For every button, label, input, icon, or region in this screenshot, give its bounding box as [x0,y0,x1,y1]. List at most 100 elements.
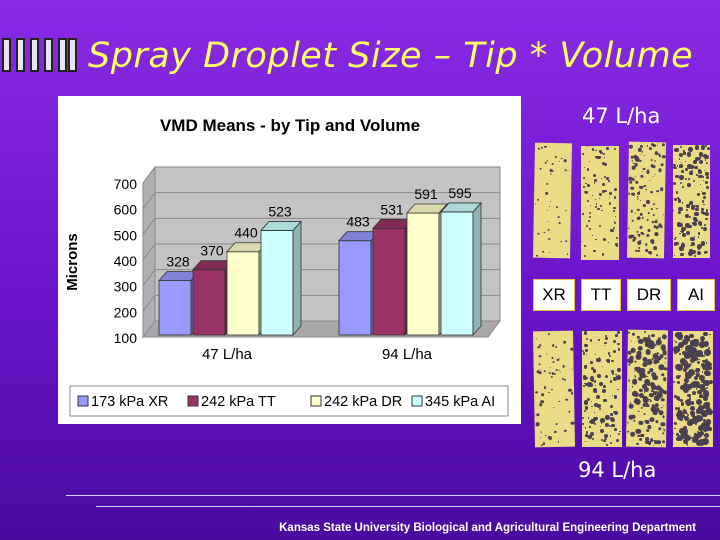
droplet-speck [676,165,679,167]
droplet-speck [631,333,635,337]
droplet-speck [654,160,657,162]
droplet-speck [601,422,603,425]
droplet-speck [537,346,540,349]
droplet-speck [592,416,598,422]
droplet-speck [589,421,591,423]
droplet-speck [702,340,709,347]
droplet-speck [598,224,601,227]
y-tick-label: 300 [114,279,138,295]
droplet-speck [705,381,710,386]
droplet-speck [582,213,584,216]
droplet-speck [690,352,697,359]
droplet-speck [653,439,655,442]
droplet-speck [687,164,692,169]
droplet-speck [649,254,652,256]
droplet-speck [549,366,551,368]
droplet-speck [645,188,648,191]
category-label: 47 L/ha [202,346,253,363]
spray-card [581,146,619,260]
bar-top [406,203,448,214]
droplet-speck [609,417,614,422]
droplet-speck [536,412,540,416]
droplet-speck [695,408,703,415]
droplet-speck [652,391,657,396]
droplet-speck [615,334,618,337]
droplet-speck [555,422,558,425]
droplet-speck [582,417,585,420]
droplet-speck [705,386,709,389]
droplet-speck [601,438,603,441]
droplet-speck [611,370,614,373]
droplet-speck [683,383,688,388]
droplet-speck [693,255,696,258]
droplet-speck [679,358,686,365]
droplet-speck [538,362,541,365]
droplet-speck [694,218,698,223]
droplet-speck [660,187,664,192]
droplet-speck [682,233,686,237]
droplet-speck [637,434,640,437]
bar-0-3 [260,230,294,336]
droplet-speck [638,338,644,345]
droplet-speck [698,416,704,421]
droplet-speck [708,379,713,385]
droplet-speck [647,228,651,233]
droplet-speck [675,433,678,436]
droplet-speck [654,232,659,236]
droplet-speck [585,182,587,185]
droplet-speck [544,145,547,148]
droplet-speck [635,213,637,215]
droplet-speck [572,368,574,370]
droplet-speck [678,199,682,203]
droplet-speck [610,413,613,416]
droplet-speck [543,386,547,389]
droplet-speck [537,232,540,235]
droplet-speck [662,334,668,340]
bar-0-0 [158,280,192,336]
droplet-speck [694,156,699,161]
droplet-speck [599,428,604,433]
droplet-speck [589,216,592,219]
droplet-speck [673,197,678,202]
droplet-speck [627,227,630,229]
droplet-speck [657,144,659,147]
droplet-speck [596,155,600,159]
droplet-speck [636,192,640,196]
droplet-speck [688,216,691,218]
droplet-speck [587,219,590,222]
droplet-speck [583,331,588,335]
droplet-speck [697,244,702,249]
droplet-speck [650,190,653,194]
droplet-speck [700,410,706,416]
y-tick-label: 400 [114,253,138,269]
droplet-speck [699,430,704,436]
droplet-speck [589,228,592,230]
droplet-speck [705,212,709,217]
droplet-speck [702,179,704,181]
droplet-speck [690,205,696,210]
droplet-speck [592,388,598,394]
droplet-speck [613,411,618,416]
droplet-speck [554,156,557,158]
droplet-speck [703,212,706,215]
droplet-speck [643,155,645,157]
droplet-speck [613,395,618,399]
gridline [142,166,156,184]
droplet-speck [603,345,605,347]
gridline [142,218,156,235]
droplet-speck [702,390,710,397]
droplet-speck [604,423,609,428]
droplet-speck [697,236,700,238]
droplet-speck [703,369,710,376]
droplet-speck [638,239,642,243]
droplet-speck [551,357,554,360]
droplet-speck [587,435,591,439]
droplet-speck [596,357,601,363]
droplet-speck [685,208,689,212]
droplet-speck [661,373,664,377]
droplet-speck [595,203,598,205]
droplet-speck [594,155,598,159]
droplet-speck [561,158,563,160]
droplet-speck [646,199,651,204]
footer-rule [96,506,720,507]
